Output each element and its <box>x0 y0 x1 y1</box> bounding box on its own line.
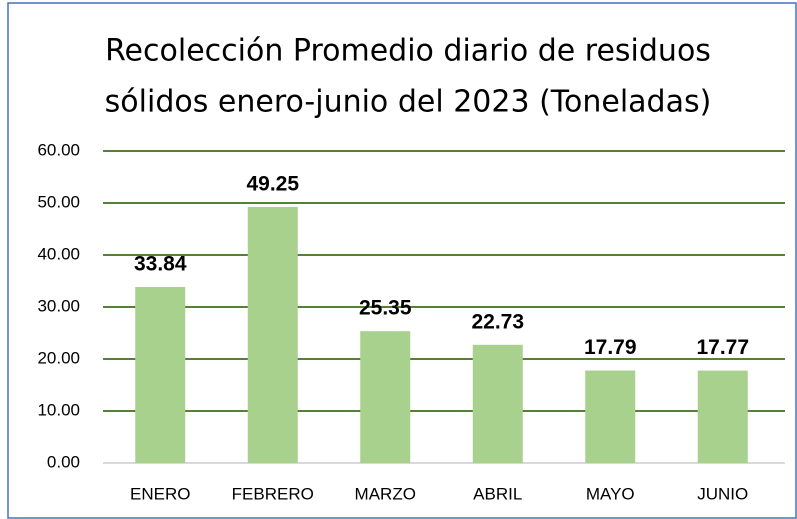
bar <box>585 370 636 463</box>
bar <box>697 370 748 463</box>
chart-title: Recolección Promedio diario de residuos <box>105 34 711 69</box>
y-tick-label: 0.00 <box>47 452 80 471</box>
bar <box>472 344 523 463</box>
y-tick-label: 20.00 <box>37 348 80 367</box>
x-tick-label: MAYO <box>586 484 635 503</box>
chart-title: sólidos enero-junio del 2023 (Toneladas) <box>105 85 712 120</box>
bar <box>135 287 186 463</box>
data-label: 49.25 <box>246 172 299 195</box>
y-tick-label: 60.00 <box>37 140 80 159</box>
x-tick-label: ENERO <box>130 484 190 503</box>
x-tick-label: MARZO <box>355 484 416 503</box>
y-tick-label: 50.00 <box>37 192 80 211</box>
y-tick-label: 30.00 <box>37 296 80 315</box>
data-label: 17.77 <box>696 336 749 359</box>
x-tick-label: ABRIL <box>473 484 522 503</box>
data-label: 25.35 <box>359 297 412 320</box>
x-tick-label: FEBRERO <box>232 484 314 503</box>
bar <box>247 206 298 463</box>
data-label: 22.73 <box>471 310 524 333</box>
y-tick-label: 40.00 <box>37 244 80 263</box>
x-tick-label: JUNIO <box>697 484 748 503</box>
y-tick-label: 10.00 <box>37 400 80 419</box>
bar <box>360 331 411 463</box>
data-label: 17.79 <box>584 336 637 359</box>
data-label: 33.84 <box>134 253 187 276</box>
